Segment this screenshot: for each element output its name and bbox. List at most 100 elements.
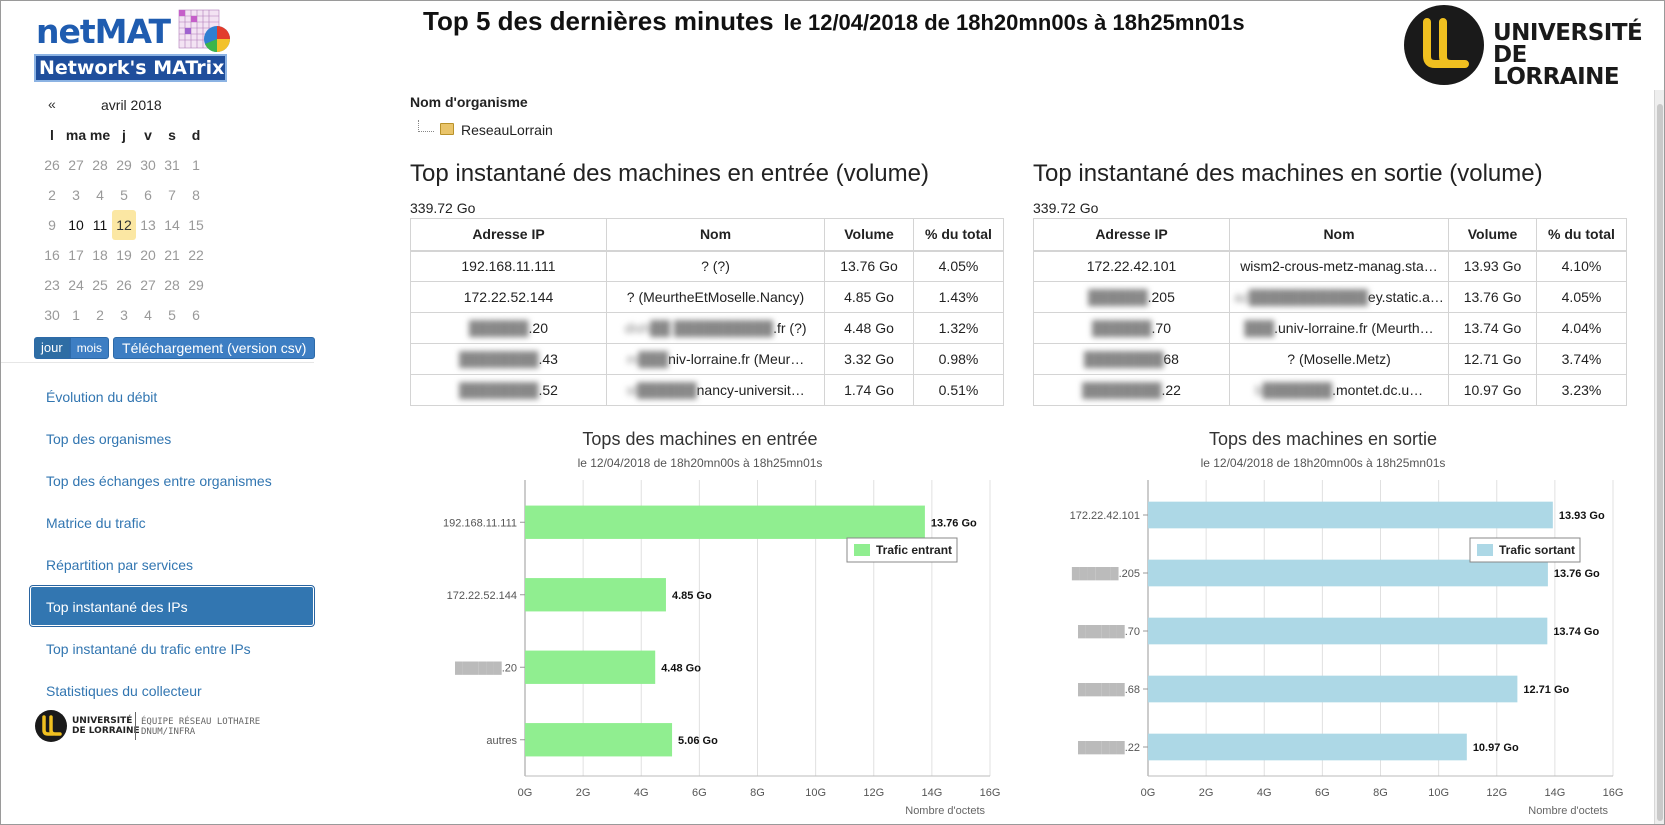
calendar-day[interactable]: 18 — [92, 247, 108, 263]
calendar-prev-button[interactable]: « — [48, 96, 56, 112]
calendar-day[interactable]: 14 — [164, 217, 180, 233]
calendar-day[interactable]: 27 — [140, 277, 156, 293]
y-tick-label: 172.22.42.101 — [1070, 510, 1140, 522]
calendar-day[interactable]: 23 — [44, 277, 60, 293]
calendar-day[interactable]: 8 — [192, 187, 200, 203]
org-tree-item[interactable]: ReseauLorrain — [461, 122, 553, 138]
calendar-day[interactable]: 3 — [72, 187, 80, 203]
calendar-day[interactable]: 10 — [68, 217, 84, 233]
x-tick-label: 2G — [1199, 787, 1214, 799]
calendar-day[interactable]: 30 — [44, 307, 60, 323]
scrollbar-thumb[interactable] — [1657, 104, 1663, 821]
calendar-day[interactable]: 26 — [44, 157, 60, 173]
calendar-day[interactable]: 6 — [144, 187, 152, 203]
data-label: 13.76 Go — [1554, 568, 1600, 580]
column-header[interactable]: Volume — [1448, 218, 1537, 252]
calendar-day[interactable]: 17 — [68, 247, 84, 263]
x-tick-label: 16G — [1603, 787, 1624, 799]
calendar-day[interactable]: 4 — [144, 307, 152, 323]
x-tick-label: 10G — [805, 787, 826, 799]
column-header[interactable]: Adresse IP — [410, 218, 607, 252]
y-tick-label: 192.168.11.111 — [443, 517, 517, 529]
calendar-day[interactable]: 30 — [140, 157, 156, 173]
nav-item-top-echanges[interactable]: Top des échanges entre organismes — [46, 473, 272, 489]
cell-volume: 4.85 Go — [824, 281, 914, 313]
calendar-day[interactable]: 9 — [48, 217, 56, 233]
column-header[interactable]: Nom — [1229, 218, 1449, 252]
calendar-day[interactable]: 27 — [68, 157, 84, 173]
cell-ip-suffix: .20 — [528, 320, 548, 336]
column-header[interactable]: Nom — [606, 218, 825, 252]
calendar-day[interactable]: 29 — [188, 277, 204, 293]
cell-ip: ██████.20 — [410, 312, 607, 344]
calendar-day[interactable]: 28 — [164, 277, 180, 293]
calendar-day[interactable]: 4 — [96, 187, 104, 203]
calendar-day[interactable]: 1 — [192, 157, 200, 173]
calendar-day[interactable]: 6 — [192, 307, 200, 323]
cell-name-suffix: ey.static.a… — [1367, 289, 1444, 305]
calendar-day[interactable]: 5 — [120, 187, 128, 203]
calendar-day[interactable]: 28 — [92, 157, 108, 173]
footer-team: ÉQUIPE RÉSEAU LOTHAIRE DNUM/INFRA — [141, 717, 260, 737]
calendar-day[interactable]: 7 — [168, 187, 176, 203]
redacted-text: ██████ — [1088, 289, 1148, 305]
nav-item-top-organismes[interactable]: Top des organismes — [46, 431, 172, 447]
calendar-day[interactable]: 13 — [140, 217, 156, 233]
month-button[interactable]: mois — [69, 337, 110, 359]
redacted-text: ███ — [1244, 320, 1275, 336]
calendar-day[interactable]: 2 — [96, 307, 104, 323]
column-header[interactable]: Volume — [824, 218, 914, 252]
chart-subtitle: le 12/04/2018 de 18h20mn00s à 18h25mn01s — [578, 456, 823, 470]
calendar-day[interactable]: 16 — [44, 247, 60, 263]
cell-ip: ██████.70 — [1033, 312, 1230, 344]
download-csv-button[interactable]: Téléchargement (version csv) — [113, 337, 316, 359]
nav-item-stats-collecteur[interactable]: Statistiques du collecteur — [46, 683, 202, 699]
nav-item-top-instantane-ips[interactable]: Top instantané des IPs — [29, 585, 315, 627]
calendar-day[interactable]: 15 — [188, 217, 204, 233]
calendar-day[interactable]: 25 — [92, 277, 108, 293]
calendar-day-selected[interactable]: 12 — [112, 210, 136, 240]
calendar-day[interactable]: 31 — [164, 157, 180, 173]
table-row: 192.168.11.111 ? (?) 13.76 Go 4.05% — [410, 250, 1004, 282]
calendar-day[interactable]: 29 — [116, 157, 132, 173]
page-title-date: le 12/04/2018 de 18h20mn00s à 18h25mn01s — [783, 10, 1245, 35]
nav-item-matrice-trafic[interactable]: Matrice du trafic — [46, 515, 146, 531]
column-header[interactable]: % du total — [1536, 218, 1627, 252]
calendar-day[interactable]: 21 — [164, 247, 180, 263]
column-header[interactable]: % du total — [913, 218, 1004, 252]
chart-title: Tops des machines en sortie — [1209, 429, 1437, 449]
x-tick-label: 12G — [863, 787, 884, 799]
calendar-day[interactable]: 1 — [72, 307, 80, 323]
calendar-day[interactable]: 2 — [48, 187, 56, 203]
nav-item-evolution-debit[interactable]: Évolution du débit — [46, 389, 158, 405]
nav-item-top-trafic-ips[interactable]: Top instantané du trafic entre IPs — [46, 641, 251, 657]
legend-label: Trafic entrant — [876, 543, 952, 557]
x-tick-label: 0G — [518, 787, 533, 799]
calendar-day[interactable]: 5 — [168, 307, 176, 323]
redacted-text: ████████ — [1082, 382, 1162, 398]
cell-ip-suffix: .22 — [1161, 382, 1181, 398]
nav-item-repartition-services[interactable]: Répartition par services — [46, 557, 194, 573]
calendar-day[interactable]: 11 — [92, 217, 108, 233]
cell-ip: 192.168.11.111 — [410, 250, 607, 282]
cell-pct: 0.51% — [913, 374, 1004, 406]
calendar-day[interactable]: 26 — [116, 277, 132, 293]
calendar-day[interactable]: 22 — [188, 247, 204, 263]
calendar-day[interactable]: 24 — [68, 277, 84, 293]
calendar-day[interactable]: 19 — [116, 247, 132, 263]
day-button[interactable]: jour — [34, 337, 70, 359]
univ-name: UNIVERSITÉ DE LORRAINE — [1493, 22, 1643, 89]
vertical-scrollbar[interactable] — [1654, 90, 1665, 825]
table-top-in: Adresse IP Nom Volume % du total 192.168… — [410, 218, 1004, 406]
cell-pct: 3.74% — [1536, 343, 1627, 375]
redacted-text: ██████ — [455, 660, 502, 675]
calendar-month-label[interactable]: avril 2018 — [101, 97, 162, 113]
column-header[interactable]: Adresse IP — [1033, 218, 1230, 252]
x-tick-label: 2G — [576, 787, 591, 799]
cell-name: st██████nancy-universit… — [606, 374, 825, 406]
total-in: 339.72 Go — [410, 200, 476, 216]
redacted-text: ██████ — [1092, 320, 1152, 336]
calendar-day[interactable]: 3 — [120, 307, 128, 323]
calendar-day[interactable]: 20 — [140, 247, 156, 263]
x-tick-label: 10G — [1428, 787, 1449, 799]
